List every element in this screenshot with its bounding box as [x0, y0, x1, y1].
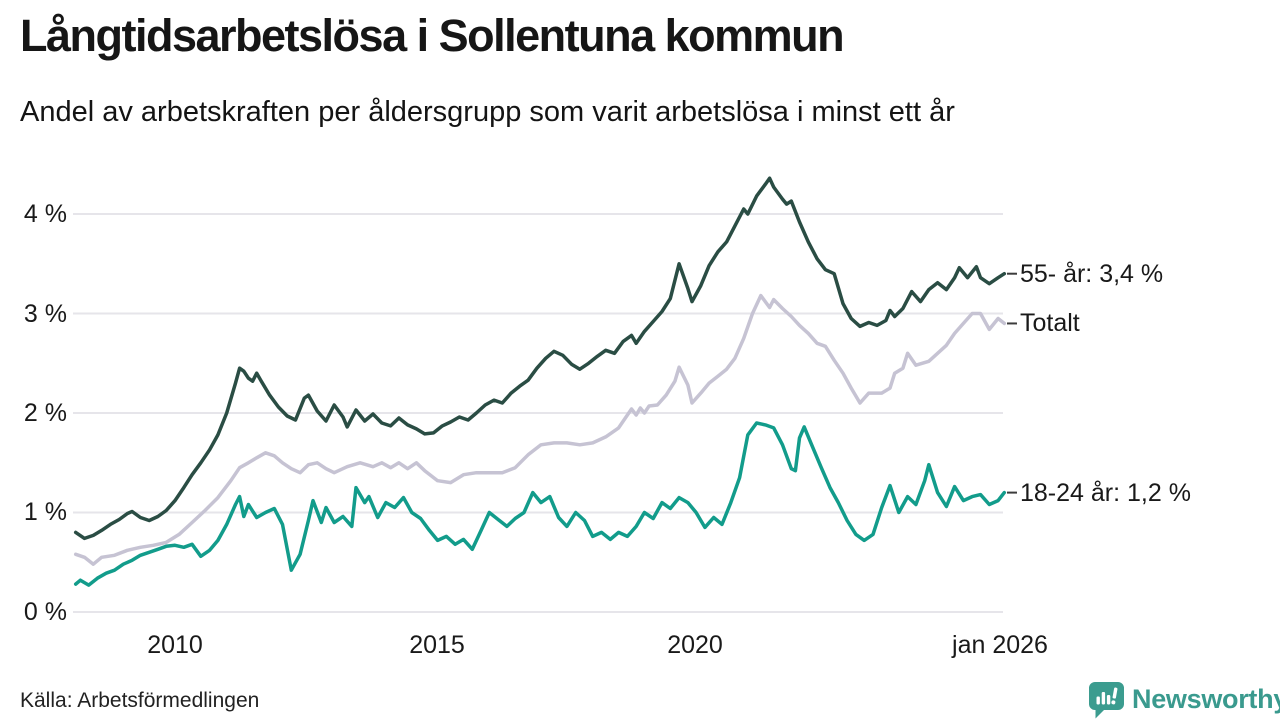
- source-note: Källa: Arbetsförmedlingen: [20, 689, 260, 712]
- series-line-Totalt: [73, 293, 1007, 566]
- page-subtitle: Andel av arbetskraften per åldersgrupp s…: [20, 96, 955, 128]
- newsworthy-speech-bubble-bar-chart-icon: [1086, 679, 1126, 719]
- newsworthy-wordmark: Newsworthy: [1132, 683, 1280, 714]
- x-axis-label-2015: 2015: [409, 631, 465, 659]
- y-axis-label-3: 3 %: [23, 300, 67, 328]
- y-axis-label-1: 1 %: [23, 498, 67, 526]
- newsworthy-logo: Newsworthy: [1086, 679, 1280, 719]
- y-axis-label-0: 0 %: [23, 598, 67, 626]
- series-line-18-24 år: [73, 421, 1007, 587]
- series-label-totalt: Totalt: [1020, 309, 1080, 338]
- y-axis-label-4: 4 %: [23, 200, 67, 228]
- x-axis-label-jan-2026: jan 2026: [952, 631, 1048, 659]
- page-title: Långtidsarbetslösa i Sollentuna kommun: [20, 10, 845, 61]
- series-line-55- år: [73, 176, 1007, 541]
- series-label-18-24: 18-24 år: 1,2 %: [1020, 478, 1191, 507]
- y-axis-label-2: 2 %: [23, 399, 67, 427]
- series-label-55-plus: 55- år: 3,4 %: [1020, 259, 1164, 288]
- x-axis-label-2020: 2020: [667, 631, 723, 659]
- x-axis-label-2010: 2010: [147, 631, 203, 659]
